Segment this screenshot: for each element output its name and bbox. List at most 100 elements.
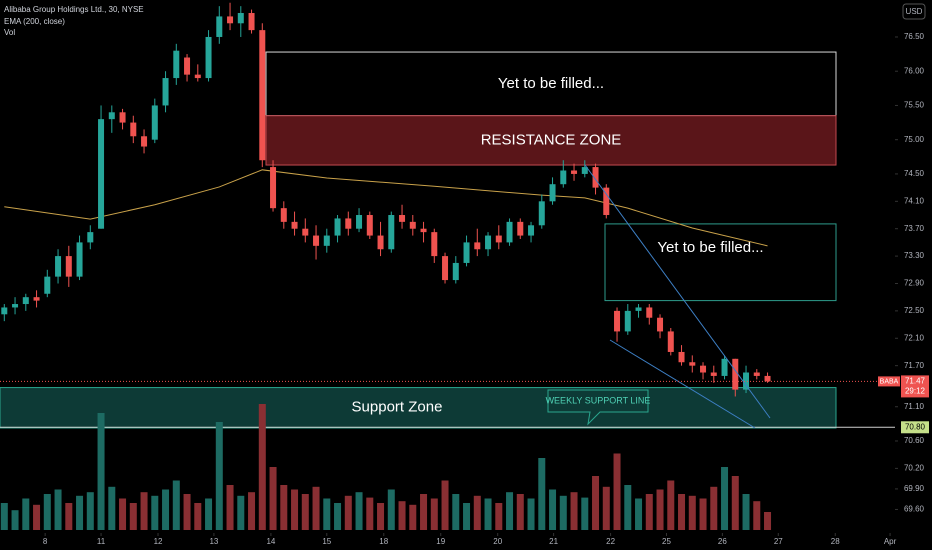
axes: 76.50 76.00 75.50 75.00 74.50 74.10 73.70 73.30… [43, 32, 929, 546]
candles [1, 2, 771, 397]
candle-body [98, 119, 105, 229]
volume-bar [430, 498, 438, 530]
candle-body [399, 215, 406, 222]
candle-body [667, 331, 674, 352]
candle-body [280, 208, 287, 222]
candle-body [22, 297, 29, 305]
volume-label: Vol [4, 28, 15, 37]
volume-bar [581, 497, 589, 530]
x-tick-label: 8 [43, 537, 48, 546]
candle-body [581, 167, 588, 174]
y-tick-label: 74.10 [904, 196, 925, 205]
volume-bar [194, 503, 202, 530]
volume-bar [398, 501, 406, 530]
volume-bar [22, 498, 30, 530]
candle-body [495, 235, 502, 243]
volume-bar [688, 495, 696, 530]
candle-body [55, 256, 62, 277]
volume-bar [248, 492, 256, 530]
candle-body [420, 228, 427, 233]
candle-body [162, 78, 169, 106]
level-label: 70.80 [905, 422, 926, 431]
volume-bar [172, 480, 180, 530]
candle-body [44, 276, 51, 294]
volume-bar [409, 504, 417, 530]
x-tick-label: 20 [493, 537, 502, 546]
callout-box [547, 389, 649, 426]
volume-bar [119, 498, 127, 530]
volume-bar [731, 476, 739, 530]
y-tick-label: 75.00 [904, 135, 925, 144]
candle-body [259, 30, 266, 161]
time-axis [0, 533, 932, 550]
volume-bar [97, 413, 105, 530]
candle-body [65, 256, 72, 277]
candle-body [388, 215, 395, 250]
candle-body [485, 235, 492, 250]
candle-body [141, 136, 148, 147]
indicator-label: EMA (200, close) [4, 17, 65, 26]
candle-body [571, 170, 578, 174]
x-tick-label: 27 [774, 537, 783, 546]
volume-bar [742, 494, 750, 530]
candle-body [345, 218, 352, 229]
zone-label: Yet to be filled... [498, 75, 604, 92]
level-tag [901, 421, 929, 434]
volume-bar [291, 489, 299, 530]
callout-label: WEEKLY SUPPORT LINE [546, 395, 651, 405]
zone-label: RESISTANCE ZONE [481, 131, 622, 148]
y-tick-label: 73.30 [904, 251, 925, 260]
candle-body [474, 242, 481, 250]
volume-bar [377, 503, 385, 530]
x-tick-label: 21 [549, 537, 558, 546]
trend-line [609, 339, 756, 429]
y-tick-label: 71.10 [904, 402, 925, 411]
candle-body [592, 167, 599, 188]
volume-bar [753, 501, 761, 530]
volume-bar [140, 492, 148, 530]
candle-body [173, 50, 180, 79]
price-tag [901, 375, 929, 398]
volume-bar [387, 489, 395, 530]
currency-button[interactable] [902, 3, 926, 20]
candle-body [237, 13, 244, 24]
candle-body [108, 112, 115, 120]
price-axis [895, 0, 932, 550]
candle-body [1, 307, 8, 315]
candle-body [323, 235, 330, 246]
volume-bar [0, 503, 8, 530]
volume-bar [355, 492, 363, 530]
zone [265, 115, 837, 166]
x-tick-label: 14 [266, 537, 275, 546]
volume-bar [269, 467, 277, 530]
candle-body [646, 307, 653, 318]
candle-body [624, 310, 631, 332]
candle-body [517, 221, 524, 236]
x-tick-label: 26 [718, 537, 727, 546]
candle-body [366, 215, 373, 236]
symbol: BABA [880, 378, 899, 385]
x-tick-label: Apr [884, 537, 897, 546]
volume-bar [463, 503, 471, 530]
x-tick-label: 13 [209, 537, 218, 546]
volume-bar [592, 476, 600, 530]
volume-bar [76, 495, 84, 530]
zones: Yet to be filled... RESISTANCE ZONE Yet to… [0, 51, 895, 429]
volume-bar [527, 498, 535, 530]
volume-bar [344, 495, 352, 530]
volume-bar [570, 492, 578, 530]
volume-bar [721, 467, 729, 530]
candle-body [377, 235, 384, 250]
candle-body [732, 358, 739, 390]
candle-body [538, 201, 545, 226]
candle-body [689, 362, 696, 366]
volume-bar [323, 498, 331, 530]
candle-body [87, 232, 94, 243]
currency: USD [906, 7, 923, 16]
candle-body [194, 74, 201, 79]
x-tick-label: 11 [97, 537, 106, 546]
volume-bar [33, 504, 41, 530]
volume-bar [43, 494, 51, 530]
